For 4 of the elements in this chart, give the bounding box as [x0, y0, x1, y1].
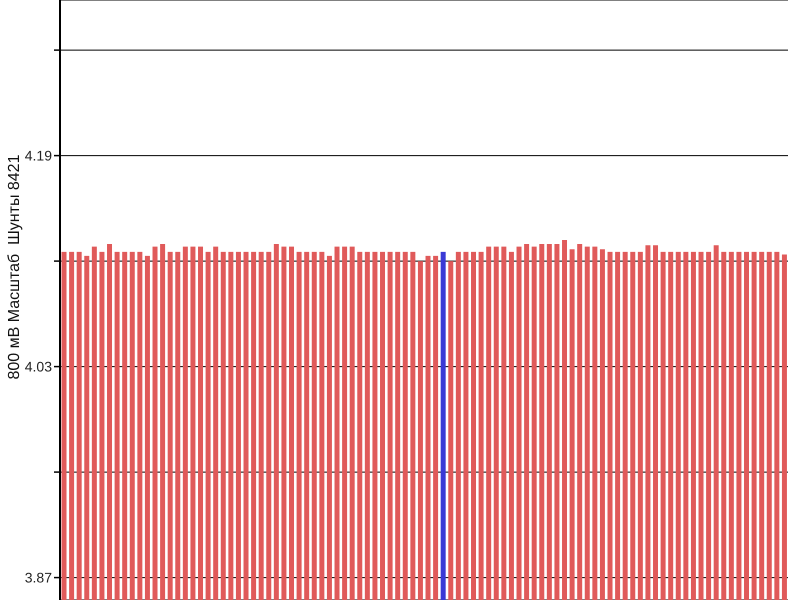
y-tick-label: 4.19: [24, 148, 52, 164]
y-tick-label: 3.87: [24, 570, 52, 586]
y-tick-label: 4.03: [24, 358, 52, 375]
y-axis-title: 800 мВ Масштаб Шунты 8421: [6, 154, 23, 380]
